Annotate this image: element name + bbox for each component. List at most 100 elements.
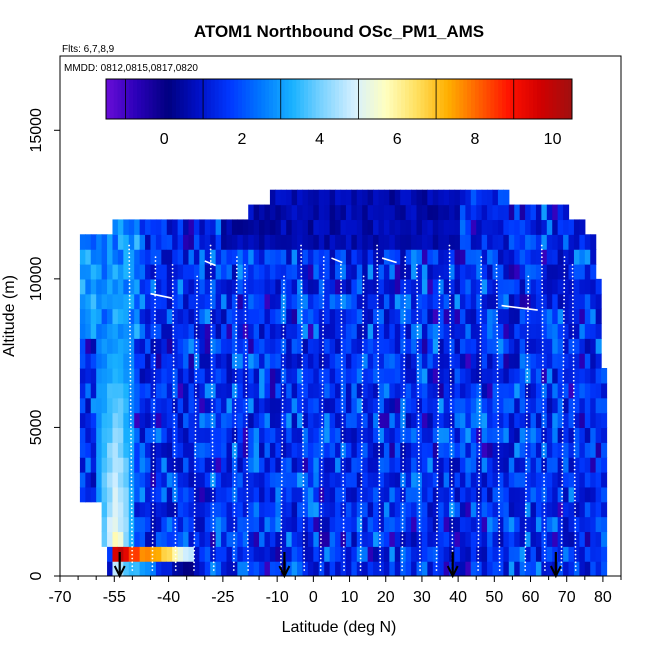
heatmap-cell bbox=[215, 516, 222, 533]
heatmap-cell bbox=[400, 546, 407, 562]
heatmap-cell bbox=[378, 516, 385, 533]
heatmap-cell bbox=[519, 486, 526, 503]
heatmap-cell bbox=[183, 323, 190, 339]
heatmap-cell bbox=[383, 264, 390, 280]
heatmap-cell bbox=[394, 442, 401, 458]
heatmap-cell bbox=[302, 204, 309, 221]
heatmap-cell bbox=[535, 353, 542, 369]
heatmap-cell bbox=[573, 249, 580, 265]
heatmap-cell bbox=[248, 397, 255, 414]
heatmap-cell bbox=[335, 308, 342, 325]
heatmap-cell bbox=[340, 338, 347, 354]
heatmap-cell bbox=[226, 368, 233, 384]
heatmap-cell bbox=[378, 338, 385, 354]
heatmap-cell bbox=[351, 561, 358, 576]
heatmap-cell bbox=[302, 353, 309, 369]
heatmap-cell bbox=[307, 442, 314, 458]
heatmap-cell bbox=[242, 249, 249, 265]
heatmap-cell bbox=[302, 278, 309, 295]
colorbar-segment bbox=[117, 79, 123, 119]
heatmap-cell bbox=[145, 249, 152, 265]
heatmap-cell bbox=[362, 546, 369, 562]
heatmap-cell bbox=[563, 293, 570, 310]
heatmap-cell bbox=[389, 308, 396, 325]
heatmap-cell bbox=[579, 561, 586, 576]
heatmap-cell bbox=[438, 308, 445, 325]
heatmap-cell bbox=[470, 353, 477, 369]
heatmap-cell bbox=[237, 368, 244, 384]
heatmap-cell bbox=[177, 397, 184, 414]
heatmap-cell bbox=[541, 204, 548, 221]
heatmap-cell bbox=[535, 501, 542, 518]
heatmap-cell bbox=[351, 486, 358, 503]
heatmap-cell bbox=[492, 427, 499, 443]
colorbar-segment bbox=[160, 79, 165, 119]
heatmap-cell bbox=[514, 561, 521, 576]
heatmap-cell bbox=[117, 338, 124, 354]
heatmap-cell bbox=[150, 338, 157, 354]
heatmap-cell bbox=[172, 486, 179, 503]
heatmap-cell bbox=[584, 368, 591, 384]
heatmap-cell bbox=[584, 234, 591, 250]
heatmap-cell bbox=[107, 457, 114, 473]
heatmap-cell bbox=[514, 382, 521, 399]
heatmap-cell bbox=[340, 278, 347, 295]
heatmap-cell bbox=[459, 234, 466, 250]
heatmap-cell bbox=[454, 397, 461, 414]
heatmap-cell bbox=[275, 472, 282, 488]
heatmap-cell bbox=[378, 531, 385, 547]
colorbar-segment bbox=[451, 79, 456, 119]
heatmap-cell bbox=[307, 382, 314, 399]
heatmap-cell bbox=[421, 501, 428, 518]
heatmap-cell bbox=[535, 472, 542, 488]
heatmap-cell bbox=[595, 486, 602, 503]
heatmap-cell bbox=[269, 442, 276, 458]
heatmap-cell bbox=[307, 264, 314, 280]
heatmap-cell bbox=[530, 293, 537, 310]
heatmap-cell bbox=[134, 323, 141, 339]
heatmap-cell bbox=[139, 397, 146, 414]
heatmap-cell bbox=[85, 368, 92, 384]
heatmap-cell bbox=[378, 219, 385, 235]
heatmap-cell bbox=[291, 546, 298, 562]
heatmap-cell bbox=[242, 516, 249, 533]
heatmap-cell bbox=[438, 338, 445, 354]
heatmap-cell bbox=[215, 397, 222, 414]
heatmap-cell bbox=[297, 457, 304, 473]
heatmap-cell bbox=[253, 397, 260, 414]
heatmap-cell bbox=[231, 234, 238, 250]
heatmap-cell bbox=[362, 264, 369, 280]
heatmap-cell bbox=[117, 293, 124, 310]
heatmap-cell bbox=[351, 293, 358, 310]
heatmap-cell bbox=[329, 308, 336, 325]
heatmap-cell bbox=[389, 234, 396, 250]
heatmap-cell bbox=[443, 516, 450, 533]
heatmap-cell bbox=[476, 382, 483, 399]
heatmap-cell bbox=[590, 501, 597, 518]
colorbar-segment bbox=[471, 79, 476, 119]
heatmap-cell bbox=[199, 472, 206, 488]
heatmap-cell bbox=[128, 293, 135, 310]
heatmap-cell bbox=[286, 382, 293, 399]
x-tick-label: 80 bbox=[594, 589, 612, 606]
heatmap-cell bbox=[519, 516, 526, 533]
heatmap-cell bbox=[563, 278, 570, 295]
heatmap-cell bbox=[172, 308, 179, 325]
heatmap-cell bbox=[601, 412, 608, 429]
heatmap-cell bbox=[519, 412, 526, 429]
heatmap-cell bbox=[345, 264, 352, 280]
colorbar-segment bbox=[463, 79, 468, 119]
heatmap-cell bbox=[563, 472, 570, 488]
heatmap-cell bbox=[318, 353, 325, 369]
heatmap-cell bbox=[438, 546, 445, 562]
heatmap-cell bbox=[215, 412, 222, 429]
heatmap-cell bbox=[324, 397, 331, 414]
heatmap-cell bbox=[221, 472, 228, 488]
heatmap-cell bbox=[557, 382, 564, 399]
heatmap-cell bbox=[280, 457, 287, 473]
heatmap-cell bbox=[503, 219, 510, 235]
heatmap-cell bbox=[280, 516, 287, 533]
heatmap-cell bbox=[324, 308, 331, 325]
heatmap-cell bbox=[400, 293, 407, 310]
